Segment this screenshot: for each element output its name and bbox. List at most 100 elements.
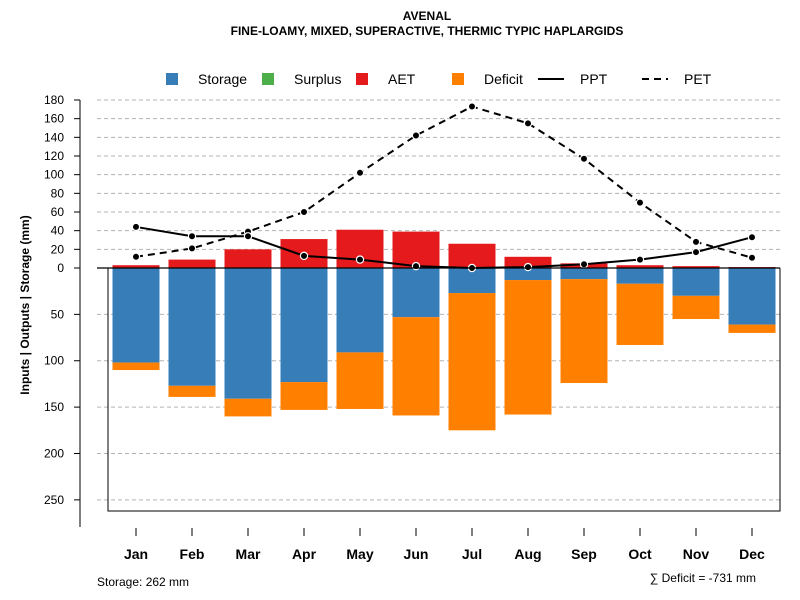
deficit-bar <box>728 324 776 333</box>
x-tick-label: Dec <box>739 546 765 562</box>
legend-swatch-storage <box>166 73 178 85</box>
pet-point <box>299 207 309 217</box>
pet-point <box>579 154 589 163</box>
deficit-bar <box>504 280 552 415</box>
pet-point <box>187 244 197 253</box>
deficit-bar <box>224 398 272 417</box>
y-tick-label: 0 <box>57 261 64 275</box>
y-tick-label: 50 <box>51 307 65 321</box>
plot-box <box>107 268 781 512</box>
x-tick-label: Jan <box>124 546 148 562</box>
deficit-bar <box>392 317 440 416</box>
deficit-bar <box>280 382 328 410</box>
x-tick-label: Aug <box>514 546 541 562</box>
y-tick-label: 150 <box>44 400 64 414</box>
legend-swatch-surplus <box>262 73 274 85</box>
storage-bar <box>560 268 608 280</box>
deficit-bar <box>336 352 384 409</box>
y-tick-label: 140 <box>44 130 64 144</box>
x-tick-label: May <box>346 546 373 562</box>
y-tick-label: 200 <box>44 446 64 460</box>
storage-total: Storage: 262 mm <box>97 575 189 589</box>
legend-label-surplus: Surplus <box>294 71 341 87</box>
ppt-line <box>135 225 753 270</box>
storage-bar <box>616 268 664 284</box>
legend-swatch-aet <box>356 73 368 85</box>
x-tick-label: Jun <box>404 546 429 562</box>
y-tick-label: 160 <box>44 112 64 126</box>
aet-bar <box>168 259 216 268</box>
storage-bar <box>728 268 776 325</box>
deficit-bar <box>112 362 160 371</box>
y-tick-label: 60 <box>51 205 65 219</box>
chart-subtitle: FINE-LOAMY, MIXED, SUPERACTIVE, THERMIC … <box>231 24 624 38</box>
ppt-point <box>691 247 701 257</box>
aet-bar <box>504 256 552 268</box>
aet-bar <box>672 266 720 268</box>
storage-bar <box>280 268 328 383</box>
x-tick-label: Oct <box>628 546 652 562</box>
axes: 0 20 40 60 80 100 120 140 160 180 50 100 150 200 250 Ja… <box>44 93 781 562</box>
deficit-bar <box>448 293 496 431</box>
ppt-point <box>187 232 197 241</box>
pet-point <box>467 102 477 111</box>
pet-point <box>131 252 141 261</box>
x-tick-label: Jul <box>462 546 482 562</box>
ppt-point <box>523 262 533 272</box>
ppt-point <box>579 260 589 269</box>
chart-title: AVENAL <box>403 9 451 23</box>
pet-point <box>747 253 757 262</box>
storage-bar <box>168 268 216 386</box>
aet-bar <box>616 265 664 268</box>
legend-label-pet: PET <box>684 71 712 87</box>
x-tick-label: Feb <box>180 546 205 562</box>
legend-label-ppt: PPT <box>580 71 608 87</box>
storage-bar <box>672 268 720 296</box>
storage-bar <box>504 268 552 281</box>
legend-label-aet: AET <box>388 71 416 87</box>
pet-point <box>355 168 365 177</box>
lines <box>131 102 757 273</box>
y-tick-label: 180 <box>44 93 64 107</box>
ppt-point <box>243 232 253 241</box>
pet-point <box>411 131 421 140</box>
y-tick-label: 120 <box>44 149 64 163</box>
pet-line <box>135 105 753 259</box>
y-tick-label: 100 <box>44 168 64 182</box>
bars <box>112 229 776 431</box>
storage-bar <box>392 268 440 318</box>
deficit-bar <box>560 279 608 384</box>
aet-bar <box>112 265 160 268</box>
pet-point <box>635 198 645 207</box>
pet-point <box>691 237 701 247</box>
y-tick-label: 250 <box>44 493 64 507</box>
deficit-bar <box>616 283 664 345</box>
y-tick-label: 40 <box>51 224 65 238</box>
x-tick-label: Apr <box>292 546 317 562</box>
legend-label-deficit: Deficit <box>484 71 523 87</box>
ppt-point <box>635 255 645 264</box>
deficit-bar <box>672 295 720 320</box>
y-axis-label: Inputs | Outputs | Storage (mm) <box>18 215 32 394</box>
legend-swatch-deficit <box>452 73 464 85</box>
ppt-point <box>355 255 365 264</box>
ppt-point <box>299 251 309 261</box>
y-tick-label: 100 <box>44 354 64 368</box>
aet-bar <box>224 249 272 268</box>
y-tick-label: 80 <box>51 186 65 200</box>
deficit-bar <box>168 385 216 397</box>
y-tick-label: 20 <box>51 242 65 256</box>
deficit-total: ∑ Deficit = -731 mm <box>650 571 756 585</box>
pet-point <box>523 119 533 128</box>
ppt-point <box>411 261 421 271</box>
ppt-point <box>131 222 141 232</box>
x-tick-label: Sep <box>571 546 597 562</box>
ppt-point <box>747 232 757 242</box>
storage-bar <box>336 268 384 353</box>
legend-label-storage: Storage <box>198 71 247 87</box>
legend: Storage Surplus AET Deficit PPT PET <box>166 71 712 87</box>
x-tick-label: Nov <box>683 546 710 562</box>
storage-bar <box>112 268 160 363</box>
x-tick-label: Mar <box>236 546 261 562</box>
